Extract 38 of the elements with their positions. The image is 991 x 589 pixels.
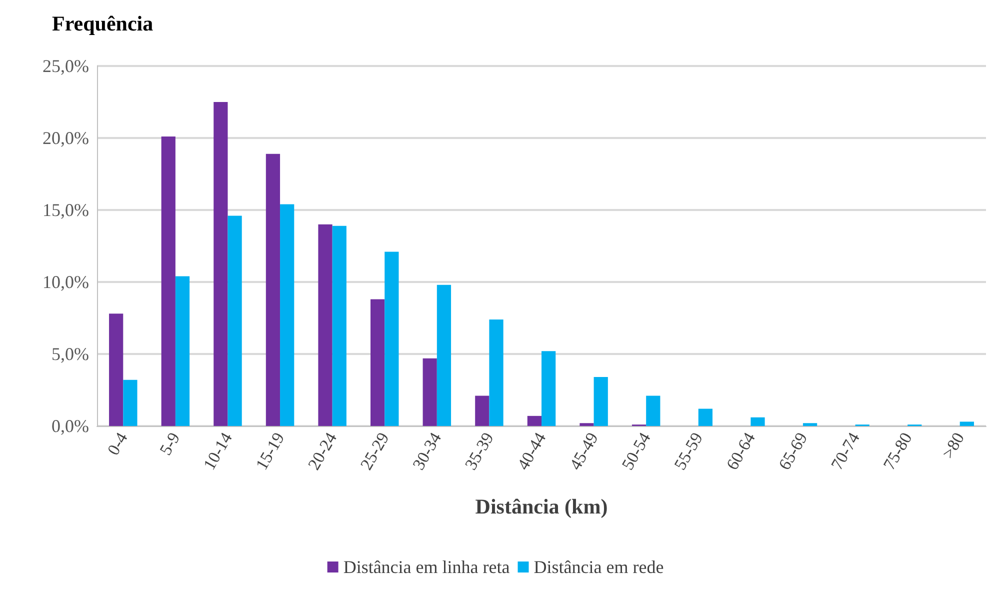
y-tick-label: 5,0% xyxy=(52,344,89,364)
bar xyxy=(109,314,124,426)
legend-label: Distância em rede xyxy=(534,557,664,577)
bar xyxy=(527,416,542,426)
bar xyxy=(318,224,332,426)
bar xyxy=(960,422,974,426)
bar xyxy=(370,299,385,426)
y-tick-label: 0,0% xyxy=(52,416,89,436)
y-axis-title: Frequência xyxy=(52,12,154,36)
y-tick-label: 10,0% xyxy=(42,272,89,292)
bar xyxy=(175,276,190,426)
bar xyxy=(228,216,242,426)
bar xyxy=(542,351,556,426)
bar xyxy=(594,377,608,426)
y-tick-label: 20,0% xyxy=(42,128,89,148)
bar xyxy=(384,252,399,426)
legend-label: Distância em linha reta xyxy=(343,557,510,577)
bar xyxy=(802,423,818,426)
bar xyxy=(332,226,346,426)
bar xyxy=(422,358,437,426)
bar xyxy=(646,396,660,426)
bar xyxy=(698,408,712,426)
bar xyxy=(266,154,280,426)
bar xyxy=(214,102,228,426)
bar xyxy=(489,319,504,426)
y-tick-label: 15,0% xyxy=(42,200,89,220)
x-tick-label: 0-4 xyxy=(104,428,132,458)
x-axis-title: Distância (km) xyxy=(475,494,608,518)
bar xyxy=(475,396,490,426)
bar xyxy=(580,423,594,426)
bar xyxy=(123,380,138,426)
bar xyxy=(161,136,176,426)
x-tick-label: 5-9 xyxy=(156,429,184,458)
bar xyxy=(436,284,452,426)
bar xyxy=(280,204,294,426)
x-tick-label: >80 xyxy=(938,429,968,462)
y-tick-label: 25,0% xyxy=(42,56,89,76)
bar xyxy=(750,417,765,426)
